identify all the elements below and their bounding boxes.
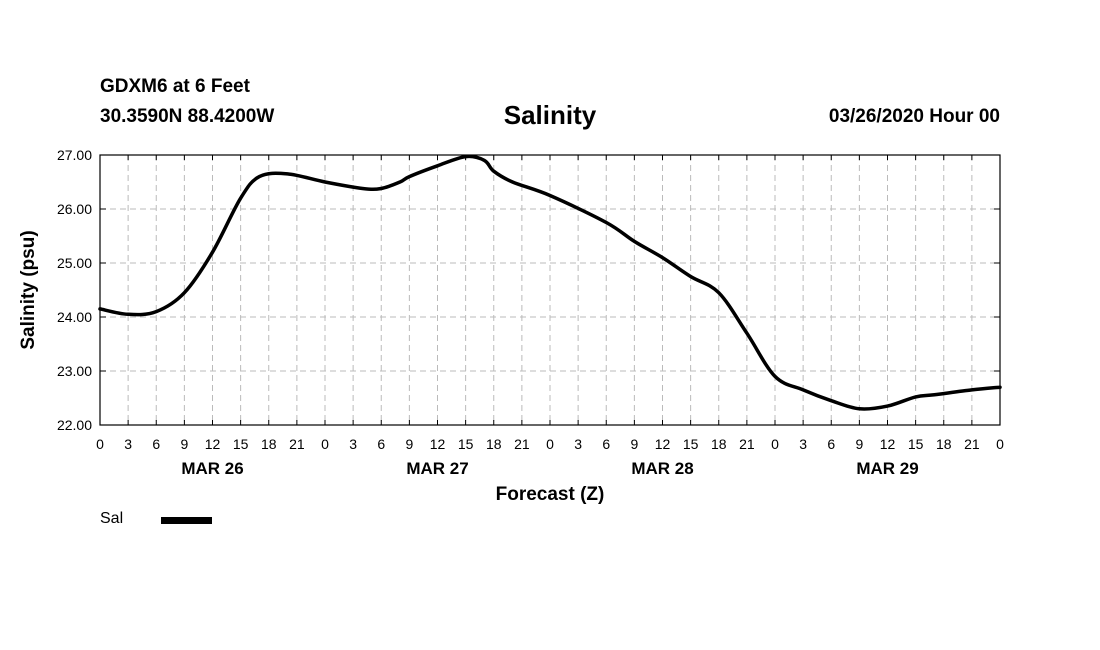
data-point (258, 175, 261, 178)
data-point (99, 308, 101, 310)
x-tick-label: 15 (683, 436, 699, 452)
x-tick-label: 6 (377, 436, 385, 452)
x-tick-label: 12 (430, 436, 446, 452)
data-point (971, 389, 973, 391)
y-tick-label: 22.00 (57, 417, 92, 433)
data-point (436, 165, 439, 167)
data-point (549, 194, 551, 197)
x-tick-label: 21 (514, 436, 530, 452)
data-point (774, 375, 776, 378)
series-layer (98, 154, 1002, 411)
x-tick-label: 3 (799, 436, 807, 452)
x-tick-label: 18 (486, 436, 502, 452)
data-point (858, 408, 861, 410)
data-point (380, 187, 383, 190)
x-tick-label: 0 (96, 436, 104, 452)
y-axis-title: Salinity (psu) (18, 230, 39, 349)
station-label: GDXM6 at 6 Feet (100, 76, 250, 97)
x-tick-label: 21 (964, 436, 980, 452)
data-point (239, 197, 242, 199)
data-point (914, 396, 917, 398)
x-tick-label: 9 (630, 436, 638, 452)
x-tick-label: 18 (936, 436, 952, 452)
data-point (127, 313, 129, 316)
data-point (605, 221, 608, 224)
data-point (802, 389, 804, 391)
data-point (155, 310, 158, 313)
label-layer: 0 3 6 9 12 15 18 21 0 3 6 9 12 15 18 21 0 3 6 9 12 15 18 21 0 3 6 9… (18, 147, 1004, 505)
x-tick-label: 18 (711, 436, 727, 452)
x-tick-label: 15 (458, 436, 474, 452)
x-tick-label: 3 (574, 436, 582, 452)
coordinates-label: 30.3590N 88.4200W (100, 106, 275, 127)
day-label: MAR 26 (181, 459, 243, 478)
x-tick-label: 0 (996, 436, 1004, 452)
day-label: MAR 29 (856, 459, 918, 478)
grid-layer (100, 155, 1000, 425)
data-point (511, 181, 514, 183)
legend-label: Sal (100, 510, 124, 527)
x-tick-label: 12 (880, 436, 896, 452)
data-point (689, 275, 692, 278)
data-point (399, 181, 401, 183)
y-tick-label: 26.00 (57, 201, 92, 217)
x-tick-label: 9 (180, 436, 188, 452)
axis-layer (99, 154, 1001, 426)
plot-frame (99, 154, 1001, 426)
x-tick-label: 12 (655, 436, 671, 452)
y-tick-label: 25.00 (57, 255, 92, 271)
data-point (633, 240, 636, 243)
x-tick-label: 12 (205, 436, 221, 452)
day-label: MAR 28 (631, 459, 693, 478)
data-point (933, 393, 936, 396)
x-tick-label: 21 (289, 436, 305, 452)
data-point (361, 187, 364, 190)
data-point (211, 251, 214, 253)
y-tick-label: 23.00 (57, 363, 92, 379)
x-tick-label: 3 (124, 436, 132, 452)
y-tick-label: 24.00 (57, 309, 92, 325)
data-point (746, 332, 748, 335)
data-point (286, 173, 289, 175)
x-tick-label: 6 (602, 436, 610, 452)
data-point (717, 291, 720, 294)
x-tick-label: 6 (827, 436, 835, 452)
x-tick-label: 15 (233, 436, 249, 452)
x-tick-label: 0 (546, 436, 554, 452)
data-point (492, 170, 495, 172)
legend-swatch (161, 517, 212, 524)
data-point (830, 399, 833, 402)
y-tick-label: 27.00 (57, 147, 92, 163)
data-point (408, 175, 411, 178)
day-label: MAR 27 (406, 459, 468, 478)
x-tick-label: 21 (739, 436, 755, 452)
data-point (183, 291, 186, 294)
x-tick-label: 9 (855, 436, 863, 452)
data-point (464, 155, 467, 158)
x-tick-label: 15 (908, 436, 924, 452)
forecast-date-label: 03/26/2020 Hour 00 (828, 106, 1000, 127)
data-point (324, 181, 326, 183)
data-point (661, 256, 664, 259)
data-point (886, 405, 889, 407)
x-tick-label: 0 (321, 436, 329, 452)
x-tick-label: 6 (152, 436, 160, 452)
x-tick-label: 0 (771, 436, 779, 452)
x-tick-label: 9 (405, 436, 413, 452)
x-axis-title: Forecast (Z) (496, 484, 605, 505)
data-point (483, 159, 486, 162)
series-line-sal (98, 154, 1002, 411)
chart-title: Salinity (503, 100, 597, 130)
x-tick-label: 3 (349, 436, 357, 452)
x-tick-label: 18 (261, 436, 277, 452)
data-point (999, 386, 1001, 389)
